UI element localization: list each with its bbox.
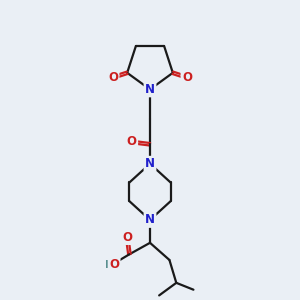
- Text: N: N: [145, 214, 155, 226]
- Text: O: O: [127, 136, 137, 148]
- Text: O: O: [182, 71, 192, 84]
- Text: O: O: [109, 258, 119, 271]
- Text: O: O: [122, 231, 132, 244]
- Text: O: O: [108, 71, 118, 84]
- Text: N: N: [145, 157, 155, 170]
- Text: N: N: [145, 83, 155, 96]
- Text: H: H: [105, 260, 115, 269]
